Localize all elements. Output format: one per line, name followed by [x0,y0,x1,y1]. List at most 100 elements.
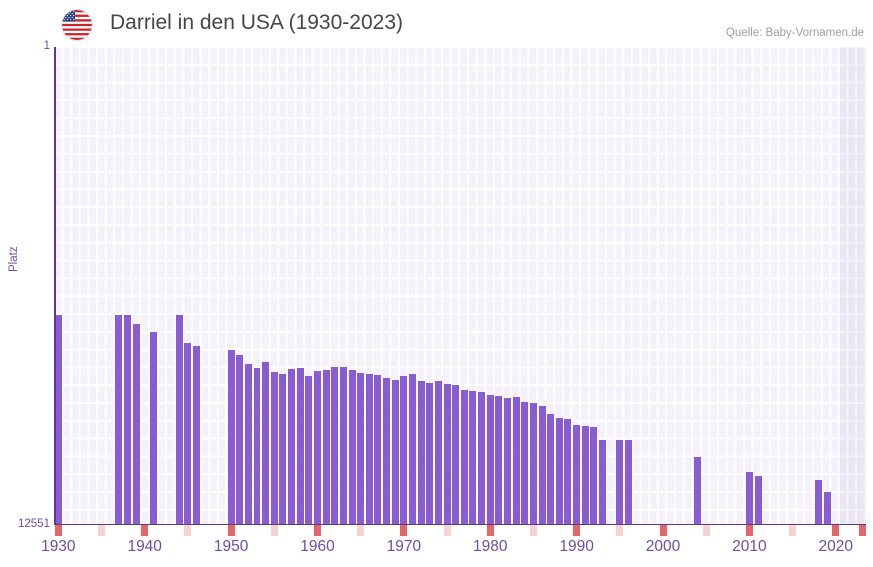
bar[interactable] [184,343,192,524]
bar[interactable] [54,314,62,524]
bar[interactable] [538,406,546,524]
x-tick-mark [98,525,105,536]
bar[interactable] [460,389,468,524]
bar[interactable] [452,384,460,524]
chart-header: Darriel in den USA (1930-2023) Quelle: B… [0,0,873,44]
bar[interactable] [279,374,287,524]
x-axis-tick-label: 1950 [213,538,249,555]
x-tick-mark [789,525,797,536]
bar[interactable] [288,369,296,524]
x-tick-mark [227,525,235,536]
x-tick-mark [400,525,408,536]
bar-series [54,47,866,524]
bar[interactable] [495,396,503,524]
bar[interactable] [590,427,598,524]
bar[interactable] [426,382,434,524]
bar[interactable] [745,471,753,524]
bar[interactable] [512,397,520,524]
bar[interactable] [391,380,399,524]
x-tick-mark [141,525,149,536]
x-tick-mark [270,525,278,536]
bar[interactable] [322,370,330,524]
y-axis-bottom-tick: 12551 [18,518,50,530]
x-axis-tick-label: 2010 [732,538,767,555]
bar[interactable] [227,349,235,524]
bar[interactable] [555,417,563,524]
bar[interactable] [754,475,762,524]
x-axis-line [54,523,866,526]
bar[interactable] [149,332,157,524]
bar[interactable] [253,367,261,524]
bar[interactable] [244,364,252,524]
bar[interactable] [581,425,589,524]
bar[interactable] [400,376,408,524]
x-tick-mark [184,525,192,536]
x-tick-mark [745,525,753,536]
bar[interactable] [573,425,581,524]
x-axis-tick-label: 2020 [818,538,854,555]
x-tick-mark [659,525,667,536]
x-tick-mark [573,525,581,536]
x-axis-tick-label: 1940 [127,538,162,555]
bar[interactable] [331,367,339,524]
bar[interactable] [365,374,373,524]
bar[interactable] [408,374,416,524]
bar[interactable] [547,413,555,524]
bar[interactable] [236,354,244,524]
bar[interactable] [469,390,477,524]
y-axis-line [54,47,56,524]
bar[interactable] [814,480,822,524]
bar[interactable] [357,373,365,524]
bar[interactable] [305,375,313,524]
bar[interactable] [599,439,607,524]
bar[interactable] [694,457,702,524]
bar[interactable] [616,439,624,524]
bar[interactable] [193,345,201,524]
x-tick-mark [443,525,451,536]
x-axis-tick-label: 1970 [386,538,422,555]
bar[interactable] [262,362,270,524]
x-axis-tick-label: 2000 [645,538,681,555]
bar[interactable] [374,374,382,524]
bar[interactable] [529,403,537,524]
bar[interactable] [296,367,304,524]
x-tick-mark [859,525,866,536]
bar[interactable] [434,381,442,524]
bar[interactable] [132,323,140,524]
y-axis-label: Platz [8,246,20,272]
x-tick-mark [313,525,321,536]
page-title: Darriel in den USA (1930-2023) [110,11,403,34]
us-flag-icon [62,10,92,40]
bar[interactable] [504,397,511,524]
bar[interactable] [313,370,321,524]
bar[interactable] [443,383,451,524]
x-tick-mark [54,525,62,536]
x-axis-tick-label: 1960 [300,538,335,555]
x-tick-mark [616,525,624,536]
plot-area [54,47,866,524]
bar[interactable] [123,314,131,524]
bar[interactable] [383,377,391,524]
y-axis-top-tick: 1 [43,40,50,52]
x-tick-mark [357,525,365,536]
bar[interactable] [478,392,486,524]
bar[interactable] [175,314,183,524]
bar[interactable] [823,491,831,524]
x-tick-mark [832,525,840,536]
bar[interactable] [417,380,425,524]
bar[interactable] [521,401,529,524]
bar[interactable] [486,394,494,524]
x-tick-mark [702,525,710,536]
bar[interactable] [270,372,278,524]
x-axis-tick-label: 1990 [559,538,594,555]
bar[interactable] [339,367,347,524]
x-tick-mark [529,525,537,536]
x-axis-tick-labels: 1930 1940 1950 1960 1970 1980 1990 2000 2010 2020 [41,538,866,562]
bar[interactable] [115,314,123,524]
x-axis-tick-label: 1980 [472,538,508,555]
x-axis-tick-marks [54,525,866,536]
bar[interactable] [624,439,632,524]
bar[interactable] [348,370,356,524]
bar[interactable] [564,419,572,524]
